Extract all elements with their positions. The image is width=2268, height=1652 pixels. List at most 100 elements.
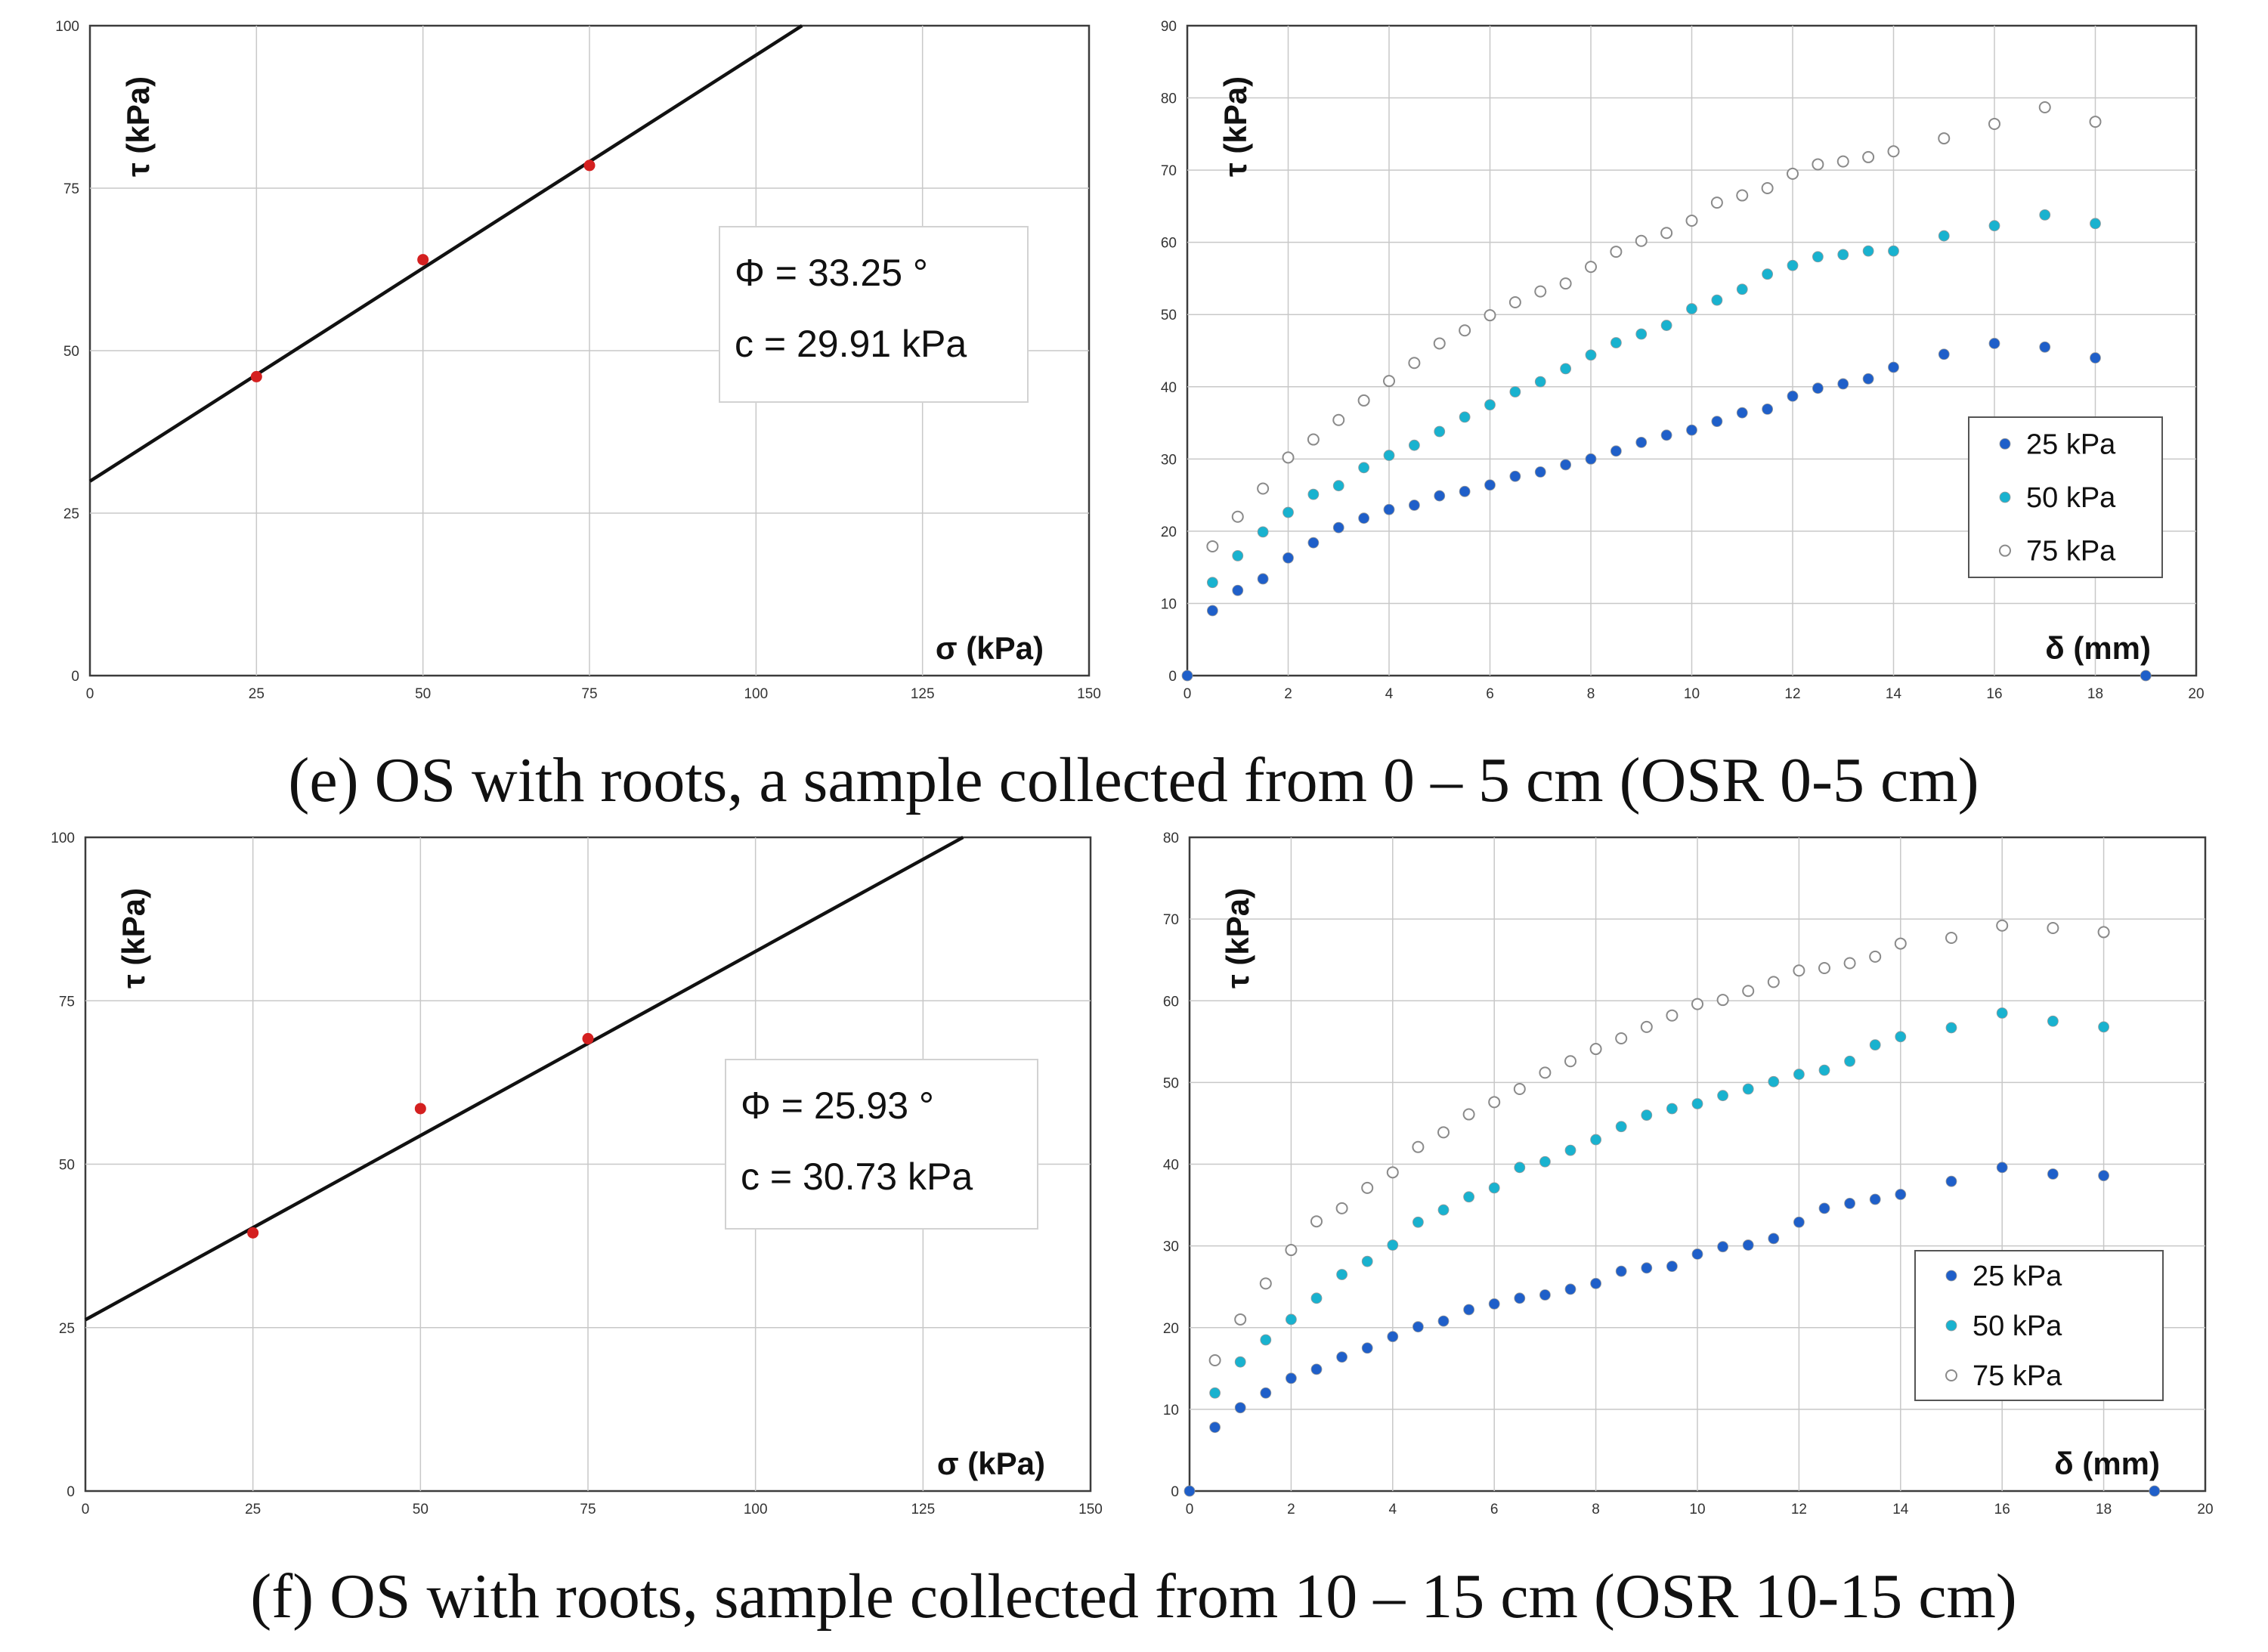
legend-marker <box>1945 1270 1957 1282</box>
series-1-point <box>2047 1168 2059 1180</box>
fit-line <box>84 836 964 1322</box>
legend-marker <box>1945 1319 1957 1332</box>
y-tick-label: 70 <box>1163 912 1179 928</box>
series-1-point <box>1488 1298 1500 1310</box>
shear-stress-chart-e: 0 2 4 6 8 10 12 14 16 18 20 0 10 20 30 40 50 60 70 80 90 25 k… <box>1161 19 2205 702</box>
series-1-point <box>1812 382 1824 394</box>
y-tick-label: 100 <box>51 831 75 846</box>
series-3-point <box>1736 189 1749 202</box>
series-1-point <box>2090 352 2101 364</box>
series-3-point <box>1285 1244 1298 1257</box>
series-2-point <box>1534 376 1546 388</box>
x-tick-label: 4 <box>1385 686 1394 702</box>
series-2-point <box>1383 450 1395 461</box>
series-2-point <box>1610 337 1622 348</box>
series-3-point <box>1539 1066 1552 1079</box>
series-1-point <box>1666 1261 1678 1273</box>
legend-entry: 25 kPa <box>2026 428 2116 460</box>
series-3-point <box>1862 150 1875 163</box>
series-1-point <box>1361 1342 1373 1354</box>
series-1-point <box>2140 670 2152 682</box>
series-1-point <box>1862 373 1874 385</box>
envelope-data-point <box>250 370 262 382</box>
y-tick-label: 70 <box>1161 163 1177 179</box>
series-3-point <box>1685 215 1698 227</box>
cohesion-label: c = 30.73 kPa <box>741 1155 973 1198</box>
series-3-point <box>1412 1140 1425 1153</box>
x-tick-label: 75 <box>580 1502 596 1517</box>
series-3-point <box>1559 277 1572 290</box>
series-1-point <box>1181 670 1193 682</box>
series-1-point <box>1736 407 1748 419</box>
x-tick-label: 50 <box>415 686 431 702</box>
x-tick-label: 125 <box>911 1502 935 1517</box>
y-tick-label: 0 <box>71 669 79 685</box>
series-3-point <box>1691 998 1703 1010</box>
series-2-point <box>1437 1204 1450 1216</box>
series-1-point <box>1509 470 1521 482</box>
series-1-point <box>1260 1387 1272 1399</box>
series-3-point <box>1615 1032 1628 1044</box>
y-axis-title: τ (kPa) <box>116 888 151 988</box>
series-2-point <box>1459 411 1471 423</box>
legend-marker <box>1999 544 2011 557</box>
series-1-point <box>1585 453 1597 465</box>
y-tick-label: 20 <box>1163 1321 1179 1337</box>
x-tick-label: 50 <box>413 1502 429 1517</box>
series-1-point <box>1332 521 1344 534</box>
series-3-point <box>1564 1055 1576 1068</box>
series-3-point <box>1383 375 1395 388</box>
series-1-point <box>1560 459 1572 471</box>
series-1-point <box>1564 1283 1576 1295</box>
caption-e: (e) OS with roots, a sample collected fr… <box>288 745 1979 815</box>
failure-envelope-chart-e: 0 25 50 75 100 125 150 0 25 50 75 100 Φ = 33.25 ° c =… <box>55 19 1101 702</box>
legend-marker <box>1999 438 2011 450</box>
x-tick-label: 12 <box>1784 686 1800 702</box>
series-1-point <box>1660 429 1672 441</box>
series-3-point <box>1836 155 1849 168</box>
series-1-point <box>1234 1402 1246 1414</box>
series-3-point <box>1793 964 1805 977</box>
y-tick-label: 50 <box>1163 1075 1179 1091</box>
series-1-point <box>1310 1363 1323 1375</box>
series-3-point <box>1996 919 2009 932</box>
series-3-point <box>2038 101 2051 113</box>
series-3-point <box>1635 234 1648 247</box>
series-2-point <box>1818 1064 1830 1076</box>
series-1-point <box>1996 1162 2008 1174</box>
series-3-point <box>1945 931 1957 944</box>
series-3-point <box>2097 926 2110 939</box>
series-1-point <box>1610 445 1622 457</box>
series-1-point <box>1837 378 1849 390</box>
series-2-point <box>1641 1109 1653 1121</box>
y-tick-label: 0 <box>1171 1484 1179 1500</box>
legend-marker <box>1945 1369 1957 1381</box>
series-3-point <box>1513 1083 1526 1096</box>
series-2-point <box>1996 1007 2008 1019</box>
series-1-point <box>1283 552 1294 564</box>
series-3-point <box>1259 1277 1272 1290</box>
series-3-point <box>1231 510 1244 523</box>
series-2-point <box>1206 577 1218 589</box>
y-tick-label: 10 <box>1163 1403 1179 1418</box>
legend-entry: 75 kPa <box>2026 536 2116 568</box>
y-tick-label: 80 <box>1163 831 1179 846</box>
x-tick-label: 0 <box>1186 1502 1194 1517</box>
y-tick-label: 100 <box>55 19 79 35</box>
series-1-point <box>1641 1262 1653 1274</box>
series-3-point <box>1307 433 1320 446</box>
series-2-point <box>1590 1134 1602 1146</box>
series-3-point <box>1988 117 2000 130</box>
series-1-point <box>2098 1170 2110 1182</box>
parameter-box <box>719 226 1029 403</box>
series-1-point <box>1514 1292 1526 1304</box>
series-2-point <box>1488 1182 1500 1194</box>
series-2-point <box>1837 249 1849 261</box>
series-2-point <box>1862 245 1874 257</box>
series-1-point <box>1383 503 1395 515</box>
x-tick-label: 16 <box>1994 1502 2010 1517</box>
envelope-data-point <box>247 1227 259 1239</box>
series-3-point <box>1585 261 1597 274</box>
y-tick-label: 50 <box>59 1158 75 1174</box>
series-2-point <box>1286 1313 1297 1326</box>
